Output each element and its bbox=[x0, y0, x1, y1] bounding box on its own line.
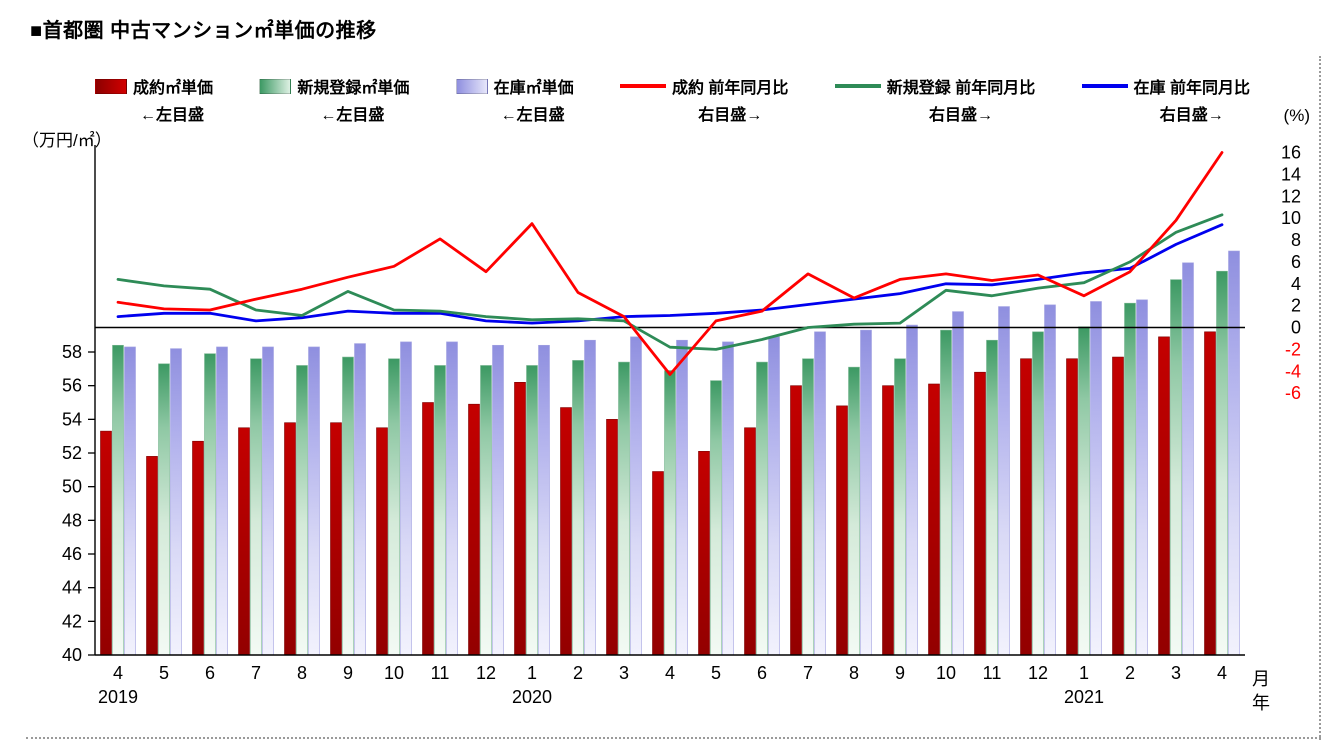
legend-sublabel: 右目盛→ bbox=[928, 107, 993, 124]
legend-sublabel: ←左目盛 bbox=[500, 107, 565, 124]
legend-item-new-listing-yoy: 新規登録 前年同月比 右目盛→ bbox=[834, 74, 1036, 125]
legend-label: 在庫㎡単価 bbox=[493, 80, 574, 97]
stock-bar-swatch-icon bbox=[455, 78, 488, 94]
svg-text:44: 44 bbox=[62, 578, 82, 598]
svg-text:12: 12 bbox=[1028, 663, 1048, 683]
legend-label: 新規登録㎡単価 bbox=[297, 80, 410, 97]
svg-text:52: 52 bbox=[62, 443, 82, 463]
svg-text:9: 9 bbox=[343, 663, 353, 683]
line-series-0 bbox=[116, 151, 1224, 376]
svg-text:2019: 2019 bbox=[98, 687, 138, 707]
svg-text:50: 50 bbox=[62, 477, 82, 497]
legend-sublabel: 右目盛→ bbox=[1159, 107, 1224, 124]
svg-text:56: 56 bbox=[62, 376, 82, 396]
new-listing-line-swatch-icon bbox=[834, 84, 881, 88]
svg-text:42: 42 bbox=[62, 611, 82, 631]
svg-text:7: 7 bbox=[251, 663, 261, 683]
svg-text:9: 9 bbox=[895, 663, 905, 683]
svg-text:6: 6 bbox=[205, 663, 215, 683]
svg-text:8: 8 bbox=[1291, 230, 1301, 250]
svg-text:54: 54 bbox=[62, 409, 82, 429]
svg-text:10: 10 bbox=[936, 663, 956, 683]
svg-text:0: 0 bbox=[1291, 318, 1301, 338]
svg-text:4: 4 bbox=[1291, 274, 1301, 294]
svg-text:-6: -6 bbox=[1285, 383, 1301, 403]
legend-sublabel: 右目盛→ bbox=[698, 107, 763, 124]
bar-series-0 bbox=[100, 331, 1216, 656]
svg-text:2: 2 bbox=[1291, 296, 1301, 316]
svg-text:4: 4 bbox=[665, 663, 675, 683]
chart-legend: 成約㎡単価 ←左目盛 新規登録㎡単価 ←左目盛 在庫㎡単価 ←左目盛 成約 前年… bbox=[95, 74, 1250, 125]
svg-text:4: 4 bbox=[113, 663, 123, 683]
legend-sublabel: ←左目盛 bbox=[320, 107, 385, 124]
line-series-2 bbox=[116, 223, 1224, 325]
svg-text:2: 2 bbox=[573, 663, 583, 683]
contract-line-swatch-icon bbox=[619, 84, 666, 88]
x-axis-month-suffix: 月 bbox=[1252, 669, 1270, 689]
stock-line-swatch-icon bbox=[1081, 84, 1128, 88]
svg-text:11: 11 bbox=[431, 663, 450, 683]
x-axis-year-suffix: 年 bbox=[1252, 693, 1270, 713]
svg-text:-2: -2 bbox=[1285, 339, 1301, 359]
page-dotted-border-right bbox=[1319, 56, 1321, 740]
legend-item-stock-sqm-price: 在庫㎡単価 ←左目盛 bbox=[455, 74, 574, 125]
svg-text:58: 58 bbox=[62, 342, 82, 362]
page-dotted-border-bottom bbox=[26, 737, 1321, 739]
svg-text:1: 1 bbox=[1079, 663, 1089, 683]
svg-text:2020: 2020 bbox=[512, 687, 552, 707]
line-series-1 bbox=[116, 213, 1224, 351]
svg-text:3: 3 bbox=[619, 663, 629, 683]
page-title: ■首都圏 中古マンション㎡単価の推移 bbox=[30, 20, 377, 42]
right-axis-unit-label: (%) bbox=[1283, 106, 1310, 125]
svg-text:2: 2 bbox=[1125, 663, 1135, 683]
x-axis-month-labels: 4 5 6 7 8 9 10 11 12 1 2 3 4 5 6 7 8 9 10 11 12 1 2 3 4 bbox=[113, 663, 1227, 683]
svg-text:6: 6 bbox=[1291, 252, 1301, 272]
svg-text:-4: -4 bbox=[1285, 361, 1301, 381]
svg-text:12: 12 bbox=[1281, 186, 1301, 206]
svg-text:8: 8 bbox=[849, 663, 859, 683]
legend-label: 成約 前年同月比 bbox=[671, 80, 789, 97]
bar-series-1 bbox=[112, 270, 1228, 656]
svg-text:7: 7 bbox=[803, 663, 813, 683]
svg-text:10: 10 bbox=[384, 663, 404, 683]
legend-label: 成約㎡単価 bbox=[133, 80, 214, 97]
svg-text:40: 40 bbox=[62, 645, 82, 665]
svg-text:10: 10 bbox=[1281, 208, 1301, 228]
legend-item-new-listing-sqm-price: 新規登録㎡単価 ←左目盛 bbox=[259, 74, 409, 125]
legend-label: 在庫 前年同月比 bbox=[1133, 80, 1250, 97]
contract-bar-swatch-icon bbox=[95, 78, 127, 94]
legend-item-contract-yoy: 成約 前年同月比 右目盛→ bbox=[619, 74, 789, 125]
left-axis-ticks: 40 42 44 46 48 50 52 54 56 58 bbox=[62, 342, 95, 665]
svg-text:5: 5 bbox=[711, 663, 721, 683]
legend-sublabel: ←左目盛 bbox=[140, 107, 205, 124]
svg-text:1: 1 bbox=[527, 663, 537, 683]
new-listing-bar-swatch-icon bbox=[259, 78, 292, 94]
svg-text:12: 12 bbox=[476, 663, 496, 683]
svg-text:4: 4 bbox=[1217, 663, 1227, 683]
svg-text:5: 5 bbox=[159, 663, 169, 683]
svg-text:2021: 2021 bbox=[1064, 687, 1104, 707]
bar-series-2 bbox=[124, 250, 1240, 656]
svg-text:16: 16 bbox=[1281, 143, 1301, 163]
legend-item-contract-sqm-price: 成約㎡単価 ←左目盛 bbox=[95, 74, 213, 125]
svg-text:14: 14 bbox=[1281, 164, 1301, 184]
x-axis-year-labels: 2019 2020 2021 bbox=[98, 687, 1104, 707]
svg-text:6: 6 bbox=[757, 663, 767, 683]
svg-text:3: 3 bbox=[1171, 663, 1181, 683]
left-axis-unit-label: （万円/㎡） bbox=[22, 131, 112, 150]
svg-text:11: 11 bbox=[983, 663, 1002, 683]
svg-text:48: 48 bbox=[62, 510, 82, 530]
legend-label: 新規登録 前年同月比 bbox=[886, 80, 1036, 97]
legend-item-stock-yoy: 在庫 前年同月比 右目盛→ bbox=[1081, 74, 1250, 125]
svg-text:46: 46 bbox=[62, 544, 82, 564]
svg-text:8: 8 bbox=[297, 663, 307, 683]
